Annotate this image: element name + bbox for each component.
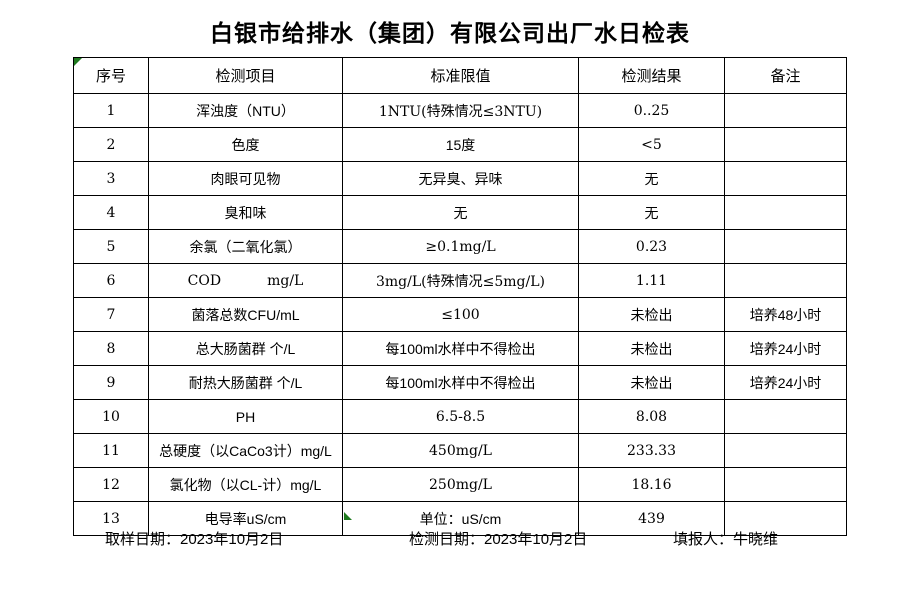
- testing-date-label: 检测日期：2023年10月2日: [409, 531, 588, 548]
- cell-item: 色度: [148, 127, 343, 162]
- cell-no: 9: [73, 365, 149, 400]
- cell-item: 肉眼可见物: [148, 161, 343, 196]
- cell-result: 439: [578, 501, 725, 536]
- cell-result: 233.33: [578, 433, 725, 468]
- cell-item: COD mg/L: [148, 263, 343, 298]
- cell-note: [724, 399, 847, 434]
- cell-comment-marker-bottom-left: [344, 512, 352, 520]
- cell-result: 未检出: [578, 297, 725, 332]
- table-row: 9 耐热大肠菌群 个/L 每100ml水样中不得检出 未检出 培养24小时: [73, 365, 847, 400]
- cell-comment-marker-top-left: [74, 58, 82, 66]
- table-header-row: 序号 检测项目 标准限值 检测结果 备注: [73, 57, 847, 94]
- cell-item: 总硬度（以CaCo3计）mg/L: [148, 433, 343, 468]
- cell-no: 5: [73, 229, 149, 264]
- table-row: 13 电导率uS/cm 单位：uS/cm 439: [73, 501, 847, 536]
- column-header-no: 序号: [73, 57, 149, 94]
- cell-limit: 1NTU(特殊情况≤3NTU): [342, 93, 579, 128]
- cell-note: [724, 433, 847, 468]
- table-row: 6 COD mg/L 3mg/L(特殊情况≤5mg/L) 1.11: [73, 263, 847, 298]
- cell-limit: 无: [342, 195, 579, 230]
- cell-item-unit: mg/L: [267, 272, 304, 289]
- cell-note: [724, 501, 847, 536]
- cell-note: [724, 229, 847, 264]
- cell-note: [724, 195, 847, 230]
- cell-limit: 250mg/L: [342, 467, 579, 502]
- cell-item: 氯化物（以CL-计）mg/L: [148, 467, 343, 502]
- cell-result: 1.11: [578, 263, 725, 298]
- cell-result: 18.16: [578, 467, 725, 502]
- column-header-result: 检测结果: [578, 57, 725, 94]
- table-row: 2 色度 15度 <5: [73, 127, 847, 162]
- cell-limit: 6.5-8.5: [342, 399, 579, 434]
- column-header-limit: 标准限值: [342, 57, 579, 94]
- sampling-date-label: 取样日期：2023年10月2日: [105, 531, 284, 548]
- cell-item: 菌落总数CFU/mL: [148, 297, 343, 332]
- column-header-note: 备注: [724, 57, 847, 94]
- cell-no: 1: [73, 93, 149, 128]
- cell-no: 10: [73, 399, 149, 434]
- cell-note: [724, 127, 847, 162]
- table-row: 1 浑浊度（NTU） 1NTU(特殊情况≤3NTU) 0..25: [73, 93, 847, 128]
- reporter-label: 填报人：牛晓维: [673, 531, 779, 548]
- cell-result: 未检出: [578, 365, 725, 400]
- cell-no: 7: [73, 297, 149, 332]
- cell-limit: 450mg/L: [342, 433, 579, 468]
- cell-limit: 每100ml水样中不得检出: [342, 365, 579, 400]
- cell-item: 耐热大肠菌群 个/L: [148, 365, 343, 400]
- cell-no: 12: [73, 467, 149, 502]
- cell-note: 培养24小时: [724, 365, 847, 400]
- table-row: 12 氯化物（以CL-计）mg/L 250mg/L 18.16: [73, 467, 847, 502]
- cell-note: 培养48小时: [724, 297, 847, 332]
- cell-note: [724, 161, 847, 196]
- cell-no: 6: [73, 263, 149, 298]
- cell-result: <5: [578, 127, 725, 162]
- table-row: 10 PH 6.5-8.5 8.08: [73, 399, 847, 434]
- cell-item-name: COD: [187, 272, 222, 289]
- cell-result: 无: [578, 195, 725, 230]
- cell-no: 4: [73, 195, 149, 230]
- cell-limit: ≥0.1mg/L: [342, 229, 579, 264]
- cell-result: 0..25: [578, 93, 725, 128]
- cell-result: 0.23: [578, 229, 725, 264]
- cell-note: [724, 467, 847, 502]
- table-body: 1 浑浊度（NTU） 1NTU(特殊情况≤3NTU) 0..25 2 色度 15…: [73, 93, 847, 536]
- cell-note: [724, 263, 847, 298]
- inspection-table-container: 序号 检测项目 标准限值 检测结果 备注 1 浑浊度（NTU） 1NTU(特殊情…: [73, 57, 847, 536]
- table-row: 7 菌落总数CFU/mL ≤100 未检出 培养48小时: [73, 297, 847, 332]
- cell-item: PH: [148, 399, 343, 434]
- cell-item: 余氯（二氧化氯）: [148, 229, 343, 264]
- cell-note: [724, 93, 847, 128]
- table-row: 8 总大肠菌群 个/L 每100ml水样中不得检出 未检出 培养24小时: [73, 331, 847, 366]
- cell-limit: ≤100: [342, 297, 579, 332]
- cell-result: 未检出: [578, 331, 725, 366]
- cell-no: 2: [73, 127, 149, 162]
- cell-no: 13: [73, 501, 149, 536]
- table-row: 11 总硬度（以CaCo3计）mg/L 450mg/L 233.33: [73, 433, 847, 468]
- cell-no: 3: [73, 161, 149, 196]
- cell-item: 臭和味: [148, 195, 343, 230]
- cell-result: 无: [578, 161, 725, 196]
- page-title: 白银市给排水（集团）有限公司出厂水日检表: [210, 20, 690, 46]
- cell-limit: 15度: [342, 127, 579, 162]
- table-row: 4 臭和味 无 无: [73, 195, 847, 230]
- cell-limit: 3mg/L(特殊情况≤5mg/L): [342, 263, 579, 298]
- cell-item: 电导率uS/cm: [148, 501, 343, 536]
- inspection-table: 序号 检测项目 标准限值 检测结果 备注 1 浑浊度（NTU） 1NTU(特殊情…: [73, 57, 847, 536]
- cell-item: 浑浊度（NTU）: [148, 93, 343, 128]
- cell-item: 总大肠菌群 个/L: [148, 331, 343, 366]
- column-header-item: 检测项目: [148, 57, 343, 94]
- table-row: 3 肉眼可见物 无异臭、异味 无: [73, 161, 847, 196]
- cell-limit: 无异臭、异味: [342, 161, 579, 196]
- cell-no: 8: [73, 331, 149, 366]
- table-header: 序号 检测项目 标准限值 检测结果 备注: [73, 57, 847, 94]
- cell-result: 8.08: [578, 399, 725, 434]
- cell-no: 11: [73, 433, 149, 468]
- cell-limit: 每100ml水样中不得检出: [342, 331, 579, 366]
- table-row: 5 余氯（二氧化氯） ≥0.1mg/L 0.23: [73, 229, 847, 264]
- report-footer: 取样日期：2023年10月2日 检测日期：2023年10月2日 填报人：牛晓维: [73, 527, 846, 553]
- cell-note: 培养24小时: [724, 331, 847, 366]
